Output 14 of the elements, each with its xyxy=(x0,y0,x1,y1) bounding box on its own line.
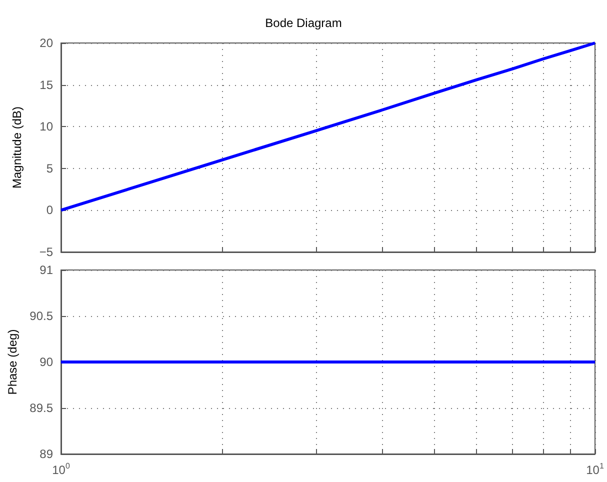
y-tick-label: 91 xyxy=(40,263,54,277)
y-tick-label: 89 xyxy=(40,447,54,461)
y-tick-label: 89.5 xyxy=(30,401,54,415)
y-axis-title: Phase (deg) xyxy=(6,329,20,395)
y-tick-label: 10 xyxy=(40,120,54,134)
y-tick-label: 15 xyxy=(40,78,54,92)
y-tick-label: 0 xyxy=(46,203,54,218)
y-tick-label: 5 xyxy=(46,161,54,176)
y-tick-label: −5 xyxy=(39,245,54,259)
y-axis-title: Magnitude (dB) xyxy=(10,106,24,189)
y-tick-label: 20 xyxy=(40,36,54,50)
y-tick-label: 90.5 xyxy=(30,309,54,323)
chart-title: Bode Diagram xyxy=(265,16,342,30)
y-tick-label: 90 xyxy=(40,355,54,369)
